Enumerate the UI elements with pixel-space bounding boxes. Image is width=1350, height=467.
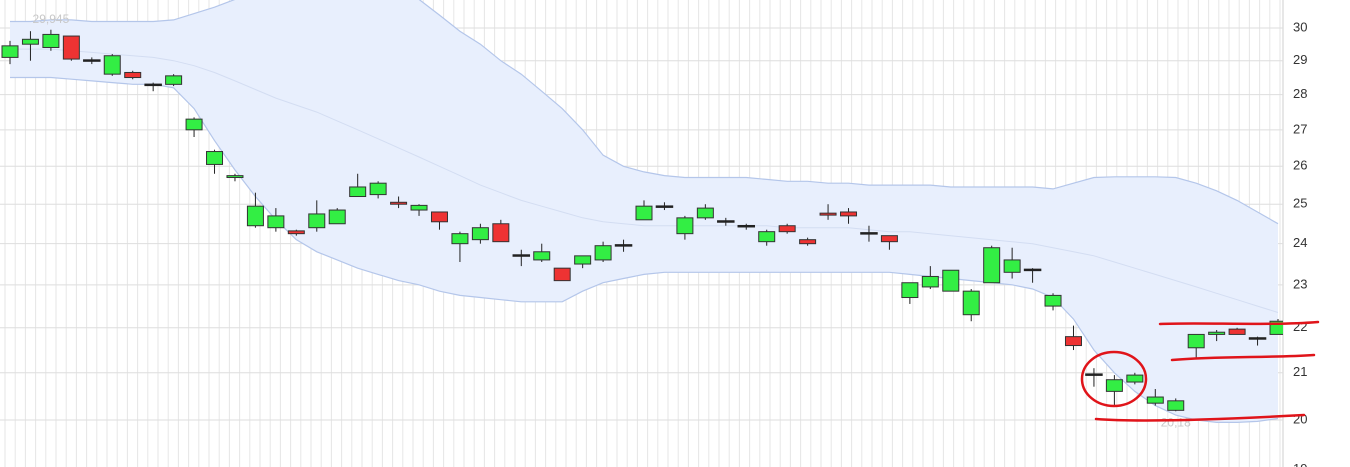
y-tick-label: 30 [1293,19,1307,34]
body [390,201,408,205]
y-tick-label: 22 [1293,319,1307,334]
body [1085,373,1103,376]
body [1187,333,1205,349]
body [676,217,694,235]
lower-band [10,76,1279,423]
body [860,232,878,235]
body [165,75,183,85]
middle-band [10,48,1279,313]
body [21,38,39,45]
body [430,211,448,223]
upper-band [10,0,1279,225]
body [349,186,367,198]
body [226,175,244,179]
body [655,205,674,208]
body [737,224,756,228]
body [62,35,80,60]
y-tick-label: 29 [1293,52,1307,67]
body [819,212,837,216]
body [553,267,571,282]
body [287,230,305,235]
body [1044,294,1062,307]
body [512,254,531,257]
body [880,235,898,243]
body [901,282,919,299]
body [144,83,162,87]
y-tick-label: 26 [1293,158,1307,173]
body [1003,259,1021,273]
extreme-label: 29,945 [33,12,70,26]
y-tick-label: 25 [1293,196,1307,211]
annotation-circle [1080,350,1148,408]
extreme-label: 20,18 [1161,415,1191,429]
y-tick-label: 28 [1293,86,1307,101]
body [1126,374,1144,383]
body [962,290,980,316]
body [471,227,489,241]
y-tick-label: 27 [1293,121,1307,136]
body [308,213,326,229]
body [451,233,469,245]
body [574,255,592,265]
body [921,275,939,288]
annotation-line [1158,320,1320,326]
body [1,45,19,58]
body [594,245,612,261]
body [1023,268,1042,272]
body [410,204,428,211]
body [206,151,224,165]
body [1064,336,1082,347]
body [1228,328,1246,335]
body [185,118,203,131]
candles [1,29,1283,412]
body [124,71,142,79]
body [696,207,714,219]
body [635,205,653,221]
body [1146,396,1164,404]
y-tick-label: 23 [1293,276,1307,291]
body [778,225,796,233]
body [983,247,1001,284]
body [1105,379,1123,392]
body [1167,400,1185,411]
y-tick-label: 19 [1293,461,1307,467]
body [840,211,858,217]
y-tick-label: 21 [1293,364,1307,379]
body [1208,331,1226,335]
body [614,244,633,247]
y-tick-label: 20 [1293,411,1307,426]
body [942,269,960,292]
body [267,215,285,229]
body [492,223,510,243]
y-tick-label: 31 [1293,0,1307,3]
body [758,231,776,243]
body [83,59,101,62]
body [328,209,346,225]
body [1248,337,1267,340]
annotation-line [1170,353,1316,362]
body [717,220,735,223]
body [42,33,60,48]
hand-drawn-annotations [1080,320,1320,422]
body [533,251,551,261]
y-tick-label: 24 [1293,235,1307,250]
annotation-line [1094,413,1306,422]
body [103,55,121,75]
body [369,182,387,196]
body [246,205,264,227]
body [799,239,817,245]
